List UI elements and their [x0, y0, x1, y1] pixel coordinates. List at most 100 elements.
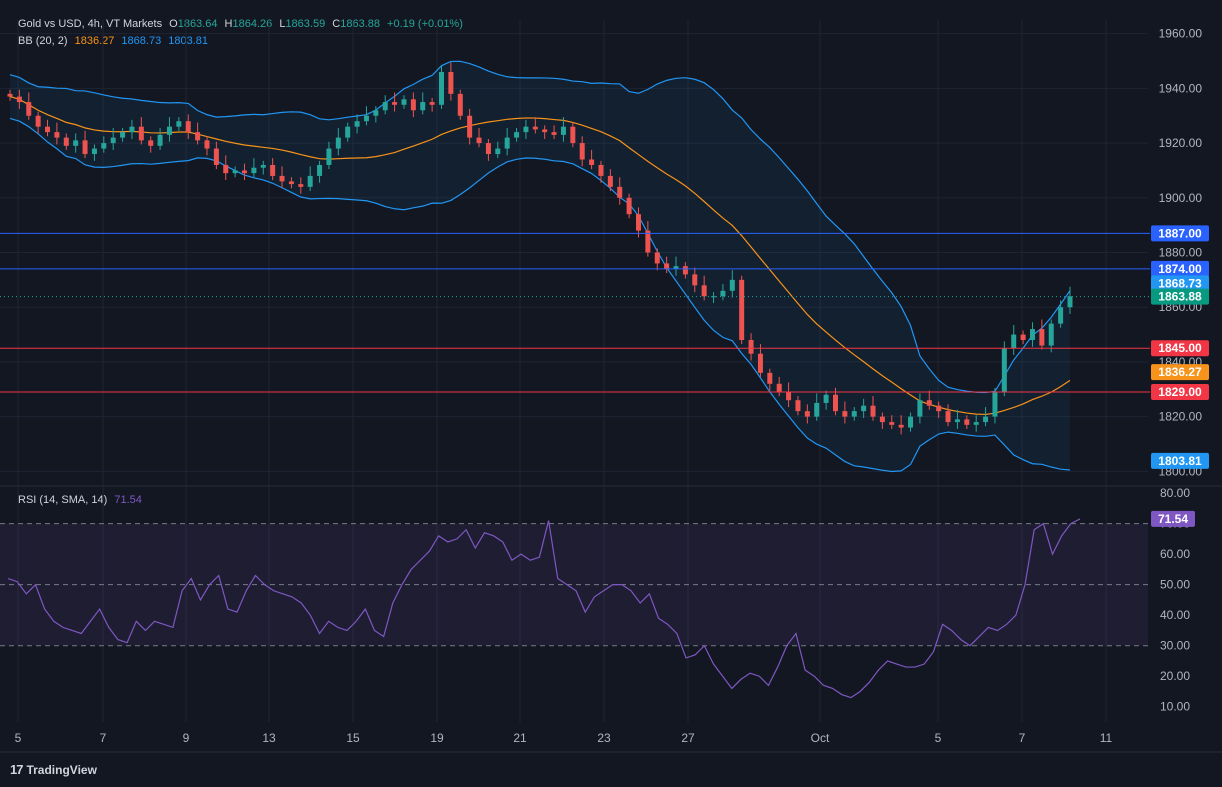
x-tick-label: 23 — [597, 731, 611, 745]
rsi-tick-label: 80.00 — [1160, 486, 1190, 500]
price-label-badge — [1151, 275, 1209, 292]
candle-body — [270, 164, 276, 176]
candle-body — [1058, 307, 1064, 324]
change-value: +0.19 (+0.01%) — [387, 18, 463, 30]
candle-body — [992, 392, 998, 417]
candle-body — [392, 102, 398, 105]
rsi-tick-label: 20.00 — [1160, 669, 1190, 683]
bb-band-fill — [10, 61, 1070, 472]
candle-body — [223, 164, 229, 174]
candle-body — [63, 137, 69, 146]
candle-body — [476, 137, 482, 144]
x-tick-label: 7 — [100, 731, 107, 745]
rsi-tick-label: 30.00 — [1160, 639, 1190, 653]
price-label-badge — [1151, 364, 1209, 381]
brand-label: TradingView — [26, 762, 97, 777]
rsi-value-badge — [1151, 510, 1195, 527]
candle-body — [195, 132, 201, 141]
candle-body — [532, 126, 538, 130]
price-label-text: 1868.73 — [1158, 276, 1202, 290]
low-value: 1863.59 — [285, 18, 326, 30]
candle-body — [692, 274, 698, 286]
candle-body — [635, 214, 641, 231]
x-tick-label: 7 — [1019, 731, 1026, 745]
x-tick-label: 13 — [262, 731, 276, 745]
candle-body — [7, 93, 13, 97]
rsi-tick-label: 50.00 — [1160, 578, 1190, 592]
x-tick-label: 19 — [430, 731, 444, 745]
candle-body — [185, 121, 191, 133]
x-tick-label: 5 — [15, 731, 22, 745]
rsi-line — [7, 518, 1081, 699]
open-label: O — [169, 18, 178, 30]
candle-body — [720, 290, 726, 297]
y-tick-label: 1920.00 — [1159, 136, 1203, 150]
candle-body — [373, 110, 379, 116]
candle-body — [598, 164, 604, 176]
candle-body — [870, 405, 876, 417]
candle-body — [232, 170, 238, 174]
candle-body — [345, 126, 351, 138]
candle-body — [926, 400, 932, 406]
candle-body — [448, 71, 454, 94]
rsi-tick-label: 10.00 — [1160, 700, 1190, 714]
candle-body — [260, 164, 266, 168]
candle-body — [1039, 329, 1045, 346]
x-tick-label: 5 — [935, 731, 942, 745]
candle-body — [767, 372, 773, 384]
high-label: H — [224, 18, 233, 30]
candle-body — [889, 422, 895, 425]
y-tick-label: 1940.00 — [1159, 81, 1203, 95]
bb-label: BB (20, 2) — [18, 35, 68, 47]
price-label-text: 1874.00 — [1158, 262, 1202, 276]
candle-body — [45, 126, 51, 133]
candle-body — [570, 126, 576, 144]
bb-upper-value: 1868.73 — [121, 35, 162, 47]
y-tick-label: 1960.00 — [1159, 27, 1203, 41]
candle-body — [945, 411, 951, 423]
candle-body — [326, 148, 332, 165]
y-tick-label: 1900.00 — [1159, 191, 1203, 205]
candle-body — [898, 424, 904, 428]
candle-body — [429, 102, 435, 105]
candle-body — [420, 102, 426, 111]
bb-header[interactable]: BB (20, 2) 1836.27 1868.73 1803.81 — [18, 35, 212, 47]
candle-body — [964, 419, 970, 425]
price-label-badge — [1151, 384, 1209, 400]
candle-body — [307, 175, 313, 187]
x-tick-label: 21 — [513, 731, 527, 745]
candle-body — [664, 263, 670, 269]
candle-body — [851, 411, 857, 417]
symbol-title[interactable]: Gold vs USD, 4h, VT Markets — [18, 18, 163, 30]
candle-body — [401, 99, 407, 105]
candle-body — [1029, 329, 1035, 341]
rsi-tick-label: 60.00 — [1160, 547, 1190, 561]
close-label: C — [332, 18, 341, 30]
candle-body — [410, 99, 416, 111]
price-label-text: 1836.27 — [1158, 365, 1202, 379]
close-value: 1863.88 — [340, 18, 380, 30]
candle-body — [861, 405, 867, 412]
candle-body — [439, 71, 445, 105]
candle-body — [54, 132, 60, 138]
candle-body — [82, 140, 88, 155]
candle-body — [157, 134, 163, 146]
candle-body — [936, 405, 942, 412]
candle-body — [711, 296, 717, 298]
candle-body — [148, 140, 154, 146]
rsi-tick-label: 40.00 — [1160, 608, 1190, 622]
candle-body — [983, 416, 989, 423]
price-label-badge — [1151, 340, 1209, 357]
candle-body — [101, 143, 107, 149]
candle-body — [91, 148, 97, 155]
rsi-header[interactable]: RSI (14, SMA, 14) 71.54 — [18, 494, 146, 506]
candle-body — [251, 167, 257, 174]
candle-body — [176, 121, 182, 127]
tradingview-brand[interactable]: 17 TradingView — [10, 762, 97, 777]
price-label-badge — [1151, 452, 1209, 469]
candle-body — [626, 197, 632, 215]
candle-body — [551, 132, 557, 135]
candle-body — [73, 140, 79, 146]
price-label-badge — [1151, 260, 1209, 277]
